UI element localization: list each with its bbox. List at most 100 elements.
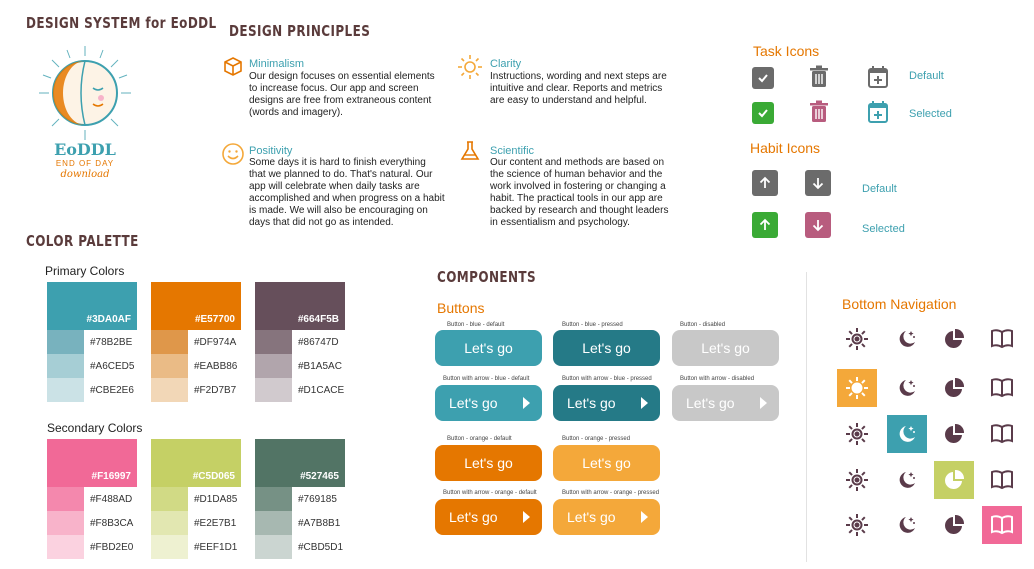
- book-icon: [990, 377, 1014, 399]
- nav-sun-button[interactable]: [837, 506, 877, 544]
- button-label: Let's go: [449, 395, 498, 411]
- calendar-add-icon[interactable]: [867, 65, 889, 94]
- moon-stars-icon: [896, 423, 918, 445]
- check-selected-icon[interactable]: [752, 102, 774, 124]
- swatch-tint-label: #86747D: [298, 336, 339, 348]
- button-label: Let's go: [567, 509, 616, 525]
- nav-sun-button[interactable]: [837, 320, 877, 358]
- logo-wordmark: EoDDL: [54, 140, 116, 159]
- swatch-tint-chip: [151, 378, 188, 402]
- principle-text-scientific: Our content and methods are based on the…: [490, 157, 669, 228]
- arrow-button-blue-default[interactable]: Let's go: [435, 385, 542, 421]
- nav-sun-button[interactable]: [837, 415, 877, 453]
- nav-book-selected-button[interactable]: [982, 506, 1022, 544]
- swatch-tint-row: #FBD2E0: [47, 535, 137, 559]
- nav-sun-selected-button[interactable]: [837, 369, 877, 407]
- swatch-tint-label: #EABB86: [194, 360, 238, 372]
- clarity-sun-icon: [457, 54, 483, 85]
- swatch-tint-label: #A6CED5: [90, 360, 135, 372]
- nav-sun-button[interactable]: [837, 461, 877, 499]
- bottom-nav-heading: Bottom Navigation: [842, 296, 957, 312]
- button-orange-pressed[interactable]: Let's go: [553, 445, 660, 481]
- arrow-button-orange-pressed[interactable]: Let's go: [553, 499, 660, 535]
- nav-moon-stars-button[interactable]: [887, 369, 927, 407]
- button-label: Let's go: [582, 340, 631, 356]
- check-icon[interactable]: [752, 67, 774, 89]
- button-disabled: Let's go: [672, 330, 779, 366]
- nav-book-button[interactable]: [982, 320, 1022, 358]
- principle-title-minimalism: Minimalism: [249, 58, 304, 70]
- button-label: Let's go: [686, 395, 735, 411]
- trash-selected-icon[interactable]: [808, 100, 830, 129]
- pie-chart-icon: [943, 328, 965, 350]
- arrow-up-selected-icon[interactable]: [752, 212, 778, 238]
- button-label: Let's go: [464, 455, 513, 471]
- nav-pie-chart-selected-button[interactable]: [934, 461, 974, 499]
- nav-moon-stars-button[interactable]: [887, 461, 927, 499]
- sun-icon: [845, 376, 869, 400]
- play-arrow-icon: [523, 511, 530, 523]
- nav-pie-chart-button[interactable]: [934, 320, 974, 358]
- nav-pie-chart-button[interactable]: [934, 506, 974, 544]
- button-blue-pressed[interactable]: Let's go: [553, 330, 660, 366]
- pie-chart-icon: [943, 514, 965, 536]
- arrow-button-disabled: Let's go: [672, 385, 779, 421]
- trash-icon[interactable]: [808, 65, 830, 94]
- habit-default-label: Default: [862, 183, 897, 195]
- primary-colors-label: Primary Colors: [45, 264, 125, 278]
- nav-moon-stars-button[interactable]: [887, 320, 927, 358]
- secondary-swatch: #F16997 #F488AD #F8B3CA #FBD2E0: [47, 439, 137, 559]
- caption-arrow-blue-pressed: Button with arrow - blue - pressed: [562, 376, 652, 382]
- pie-chart-icon: [943, 469, 965, 491]
- swatch-tint-row: #B1A5AC: [255, 354, 345, 378]
- nav-book-button[interactable]: [982, 461, 1022, 499]
- page-title: DESIGN SYSTEM for EoDDL: [26, 14, 217, 32]
- button-label: Let's go: [582, 455, 631, 471]
- swatch-tint-label: #CBE2E6: [90, 384, 134, 396]
- swatch-main-color: #527465: [255, 439, 345, 487]
- nav-moon-stars-button[interactable]: [887, 506, 927, 544]
- button-blue-default[interactable]: Let's go: [435, 330, 542, 366]
- swatch-tint-label: #FBD2E0: [90, 541, 134, 553]
- scientific-flask-icon: [459, 140, 481, 167]
- logo-line1: END OF DAY: [55, 159, 115, 168]
- book-icon: [990, 514, 1014, 536]
- swatch-tint-chip: [47, 354, 84, 378]
- book-icon: [990, 328, 1014, 350]
- swatch-tint-chip: [47, 378, 84, 402]
- arrow-button-blue-pressed[interactable]: Let's go: [553, 385, 660, 421]
- arrow-down-selected-icon[interactable]: [805, 212, 831, 238]
- arrow-button-orange-default[interactable]: Let's go: [435, 499, 542, 535]
- swatch-main-color: #664F5B: [255, 282, 345, 330]
- arrow-down-icon[interactable]: [805, 170, 831, 196]
- swatch-tint-row: #EABB86: [151, 354, 241, 378]
- color-palette-heading: COLOR PALETTE: [26, 232, 139, 250]
- swatch-tint-row: #769185: [255, 487, 345, 511]
- nav-pie-chart-button[interactable]: [934, 369, 974, 407]
- swatch-main-color: #F16997: [47, 439, 137, 487]
- calendar-add-selected-icon[interactable]: [867, 100, 889, 129]
- caption-arrow-orange-pressed: Button with arrow - orange - pressed: [562, 490, 660, 496]
- nav-moon-stars-selected-button[interactable]: [887, 415, 927, 453]
- nav-book-button[interactable]: [982, 415, 1022, 453]
- swatch-tint-chip: [255, 378, 292, 402]
- swatch-tint-row: #EEF1D1: [151, 535, 241, 559]
- nav-pie-chart-button[interactable]: [934, 415, 974, 453]
- swatch-tint-label: #D1CACE: [298, 384, 345, 396]
- swatch-tint-chip: [151, 330, 188, 354]
- arrow-up-icon[interactable]: [752, 170, 778, 196]
- swatch-tint-label: #EEF1D1: [194, 541, 238, 553]
- swatch-tint-chip: [255, 330, 292, 354]
- components-heading: COMPONENTS: [437, 268, 537, 286]
- principle-text-minimalism: Our design focuses on essential elements…: [249, 71, 435, 118]
- principle-text-positivity: Some days it is hard to finish everythin…: [249, 157, 445, 228]
- caption-arrow-disabled: Button with arrow - disabled: [680, 376, 755, 382]
- swatch-tint-chip: [151, 354, 188, 378]
- task-icons-heading: Task Icons: [753, 43, 820, 59]
- nav-book-button[interactable]: [982, 369, 1022, 407]
- logo-sun-face-icon: [39, 46, 131, 140]
- button-orange-default[interactable]: Let's go: [435, 445, 542, 481]
- button-label: Let's go: [464, 340, 513, 356]
- logo: EoDDL END OF DAY download: [37, 44, 133, 184]
- swatch-tint-label: #B1A5AC: [298, 360, 342, 372]
